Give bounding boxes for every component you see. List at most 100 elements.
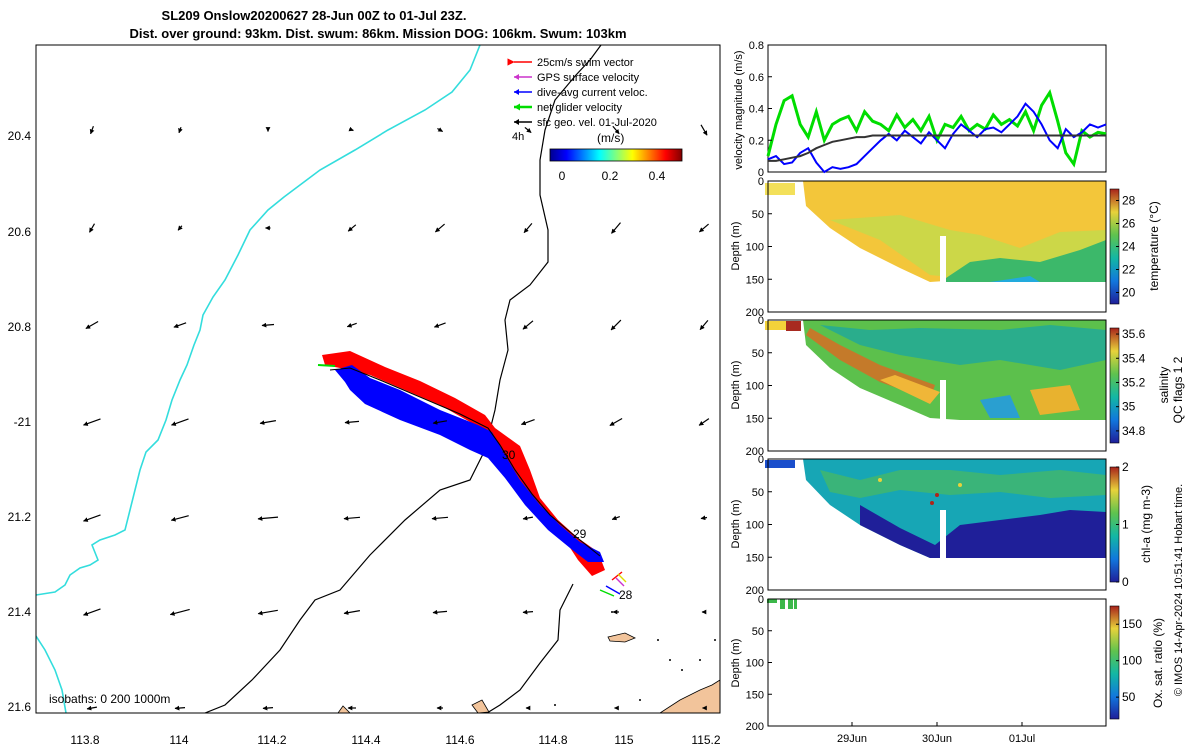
- depth-tick: 150: [746, 689, 764, 701]
- geostrophic-arrow: [171, 418, 189, 426]
- chla-ylabel: Depth (m): [730, 500, 742, 549]
- geostrophic-arrow: [259, 420, 277, 426]
- colorbar-tick: 34.8: [1122, 424, 1146, 438]
- geostrophic-arrow: [347, 224, 357, 232]
- x-tick-label: 114.6: [445, 733, 474, 747]
- svg-text:25cm/s swim vector: 25cm/s swim vector: [537, 57, 634, 69]
- depth-tick: 150: [746, 552, 764, 564]
- oxygen-panel: 0 50 100 150 200 Depth (m) 150 100 50 Ox. sat.…: [730, 594, 1165, 745]
- x-tick-label: 113.8: [70, 733, 99, 747]
- depth-tick: 150: [746, 413, 764, 425]
- svg-text:net glider velocity: net glider velocity: [537, 102, 622, 114]
- depth-tick: 100: [746, 520, 764, 532]
- y-tick-label: 20.6: [8, 225, 32, 239]
- svg-text:dive-avg current veloc.: dive-avg current veloc.: [537, 87, 648, 99]
- colorbar-tick: 0.4: [649, 169, 666, 183]
- salinity-colorbar-label: salinity: [1157, 367, 1171, 404]
- depth-tick: 200: [746, 446, 764, 458]
- geostrophic-arrow: [433, 322, 446, 328]
- coastline: [36, 45, 481, 596]
- colorbar-tick: 35.2: [1122, 375, 1146, 389]
- glider-track: [317, 351, 627, 597]
- depth-tick: 50: [752, 487, 764, 499]
- salinity-colorbar: [1109, 327, 1120, 444]
- y-tick-label: 21.6: [8, 700, 32, 714]
- time-tick-label: 01Jul: [1009, 733, 1035, 745]
- y-tick-label: 20.4: [8, 129, 32, 143]
- colorbar-tick: 24: [1122, 240, 1136, 254]
- y-tick-label: 20.8: [8, 320, 32, 334]
- colorbar-tick: 22: [1122, 263, 1136, 277]
- surface-geostrophic-velocity-field: [83, 124, 710, 711]
- legend-gps-velocity: GPS surface velocity: [514, 72, 640, 84]
- map-panel: 30 29 28 25cm/s swim vector GPS surface …: [8, 44, 721, 747]
- colorbar-title: (m/s): [597, 131, 624, 145]
- title-line-2: Dist. over ground: 93km. Dist. swum: 86k…: [129, 26, 626, 41]
- depth-tick: 50: [752, 209, 764, 221]
- time-tick-label: 30Jun: [922, 733, 952, 745]
- depth-tick: 50: [752, 626, 764, 638]
- velocity-series: [766, 88, 1107, 174]
- depth-tick: 0: [758, 454, 764, 466]
- depth-tick: 50: [752, 348, 764, 360]
- svg-text:GPS surface velocity: GPS surface velocity: [537, 72, 640, 84]
- colorbar-tick: 1: [1122, 518, 1129, 532]
- velocity-series-line: [767, 102, 1107, 174]
- geostrophic-arrow: [173, 322, 187, 328]
- legend-net-glider-velocity: net glider velocity: [514, 102, 622, 114]
- depth-tick: 100: [746, 381, 764, 393]
- depth-tick: 200: [746, 585, 764, 597]
- temperature-colorbar-label: temperature (°C): [1147, 201, 1161, 291]
- chla-panel: 0 50 100 150 200 Depth (m) 2 1 0 chl-a (mg m-3…: [730, 454, 1153, 597]
- colorbar-tick: 0: [559, 169, 566, 183]
- depth-tick: 0: [758, 176, 764, 188]
- geostrophic-arrow: [86, 705, 98, 711]
- geostrophic-arrow: [177, 225, 183, 231]
- geostrophic-arrow: [89, 125, 95, 135]
- colorbar-tick: 0: [1122, 575, 1129, 589]
- legend-interval: 4h: [512, 131, 524, 143]
- velocity-y-tick: 0.2: [749, 135, 764, 147]
- geostrophic-arrow: [522, 609, 534, 615]
- velocity-y-tick: 0.6: [749, 72, 764, 84]
- salinity-colorbar-ticks: 35.6 35.4 35.2 35 34.8: [1116, 327, 1146, 438]
- chla-y-axis: 0 50 100 150 200: [746, 454, 772, 597]
- velocity-panel: 0 0.2 0.4 0.6 0.8 velocity magnitude (m/s): [733, 40, 1107, 179]
- geostrophic-arrow: [610, 319, 622, 331]
- geostrophic-arrow: [85, 320, 99, 330]
- geostrophic-arrow: [343, 610, 361, 616]
- legend-surface-geo-velocity: sfc geo. vel. 01-Jul-2020: [514, 117, 657, 129]
- colorbar-tick: 35: [1122, 400, 1136, 414]
- geostrophic-arrow: [699, 320, 709, 330]
- velocity-y-axis: 0 0.2 0.4 0.6 0.8: [749, 40, 772, 179]
- oxygen-ylabel: Depth (m): [730, 639, 742, 688]
- day-label-29: 29: [573, 527, 587, 541]
- velocity-y-tick: 0.4: [749, 104, 764, 116]
- depth-tick: 0: [758, 315, 764, 327]
- depth-tick: 150: [746, 274, 764, 286]
- map-y-axis: 20.4 20.6 20.8 -21 21.2 21.4 21.6: [8, 129, 32, 714]
- velocity-series-line: [768, 134, 1106, 162]
- legend-swim-vector: 25cm/s swim vector: [507, 57, 634, 69]
- colorbar-tick: 35.6: [1122, 327, 1146, 341]
- salinity-y-axis: 0 50 100 150 200: [746, 315, 772, 458]
- velocity-y-tick: 0: [758, 167, 764, 179]
- geostrophic-arrow: [174, 705, 186, 711]
- temperature-colorbar-ticks: 28 26 24 22 20: [1116, 194, 1136, 300]
- temperature-y-axis: 0 50 100 150 200: [746, 176, 772, 319]
- y-tick-label: 21.2: [8, 510, 32, 524]
- geostrophic-arrow: [261, 322, 275, 328]
- depth-tick: 100: [746, 242, 764, 254]
- oxygen-colorbar-label: Ox. sat. ratio (%): [1151, 618, 1165, 708]
- colorbar-tick: 0.2: [602, 169, 619, 183]
- salinity-ylabel: Depth (m): [730, 361, 742, 410]
- map-legend: 25cm/s swim vector GPS surface velocity …: [507, 57, 683, 183]
- geostrophic-arrow: [88, 223, 96, 233]
- geostrophic-arrow: [431, 515, 449, 521]
- isobaths-label: isobaths: 0 200 1000m: [49, 692, 170, 706]
- legend-dive-avg-current: dive-avg current veloc.: [514, 87, 648, 99]
- geostrophic-arrow: [435, 223, 445, 233]
- oxygen-colorbar: [1109, 605, 1120, 720]
- geostrophic-arrow: [700, 515, 708, 521]
